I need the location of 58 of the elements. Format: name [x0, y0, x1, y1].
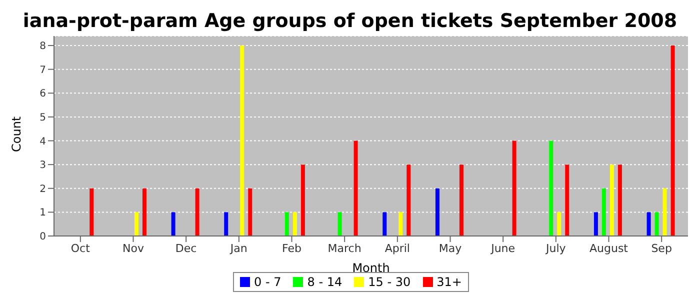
y-tick-label: 4 [40, 136, 46, 148]
bar [134, 212, 138, 236]
bar [300, 164, 305, 236]
x-tick-label: May [438, 242, 462, 255]
x-tick-label: June [490, 242, 516, 255]
y-axis-title: Count [9, 116, 24, 152]
x-tick-label: March [328, 242, 362, 255]
bar [224, 212, 228, 236]
y-tick-label: 1 [40, 208, 46, 219]
bar [248, 188, 252, 236]
bar [654, 212, 659, 236]
x-tick-label: Jan [229, 242, 248, 255]
x-tick-label: Sep [651, 242, 672, 255]
bar [435, 188, 440, 236]
bar [610, 164, 614, 236]
bar [398, 212, 403, 236]
bar [406, 164, 411, 236]
bar [240, 46, 244, 236]
bar [354, 140, 358, 236]
legend-label: 8 - 14 [306, 275, 342, 289]
bar [565, 164, 570, 236]
bar [382, 212, 387, 236]
bar [459, 164, 464, 236]
chart-title: iana-prot-param Age groups of open tickets September 2008 [22, 9, 678, 34]
bar [171, 212, 176, 236]
x-tick-label: Dec [175, 242, 197, 255]
bar [512, 140, 516, 236]
bar [292, 212, 297, 236]
x-tick-label: Feb [282, 242, 302, 255]
bar [284, 212, 289, 236]
y-tick-label: 7 [40, 64, 46, 76]
bar [662, 188, 667, 236]
bar [90, 188, 94, 236]
x-axis-title: Month [352, 261, 390, 275]
y-tick-label: 3 [40, 160, 46, 172]
bar [549, 140, 554, 236]
x-tick-label: Nov [122, 242, 144, 255]
y-tick-label: 8 [40, 41, 46, 52]
bar [594, 212, 598, 236]
x-tick-label: July [545, 242, 566, 255]
x-tick-label: April [384, 242, 410, 255]
bar [618, 164, 622, 236]
bar [646, 212, 651, 236]
bar [142, 188, 146, 236]
bar [557, 212, 562, 236]
legend-label: 31+ [436, 275, 462, 289]
y-tick-label: 5 [40, 112, 46, 124]
y-tick-label: 0 [40, 232, 46, 243]
bar [602, 188, 606, 236]
legend-label: 0 - 7 [253, 275, 282, 289]
x-tick-label: Oct [70, 242, 91, 255]
legend-label: 15 - 30 [367, 275, 411, 289]
y-tick-label: 2 [40, 184, 46, 195]
bar [195, 188, 200, 236]
bar [670, 46, 675, 236]
x-tick-label: August [590, 242, 629, 255]
y-tick-label: 6 [40, 88, 46, 100]
bar [338, 212, 342, 236]
